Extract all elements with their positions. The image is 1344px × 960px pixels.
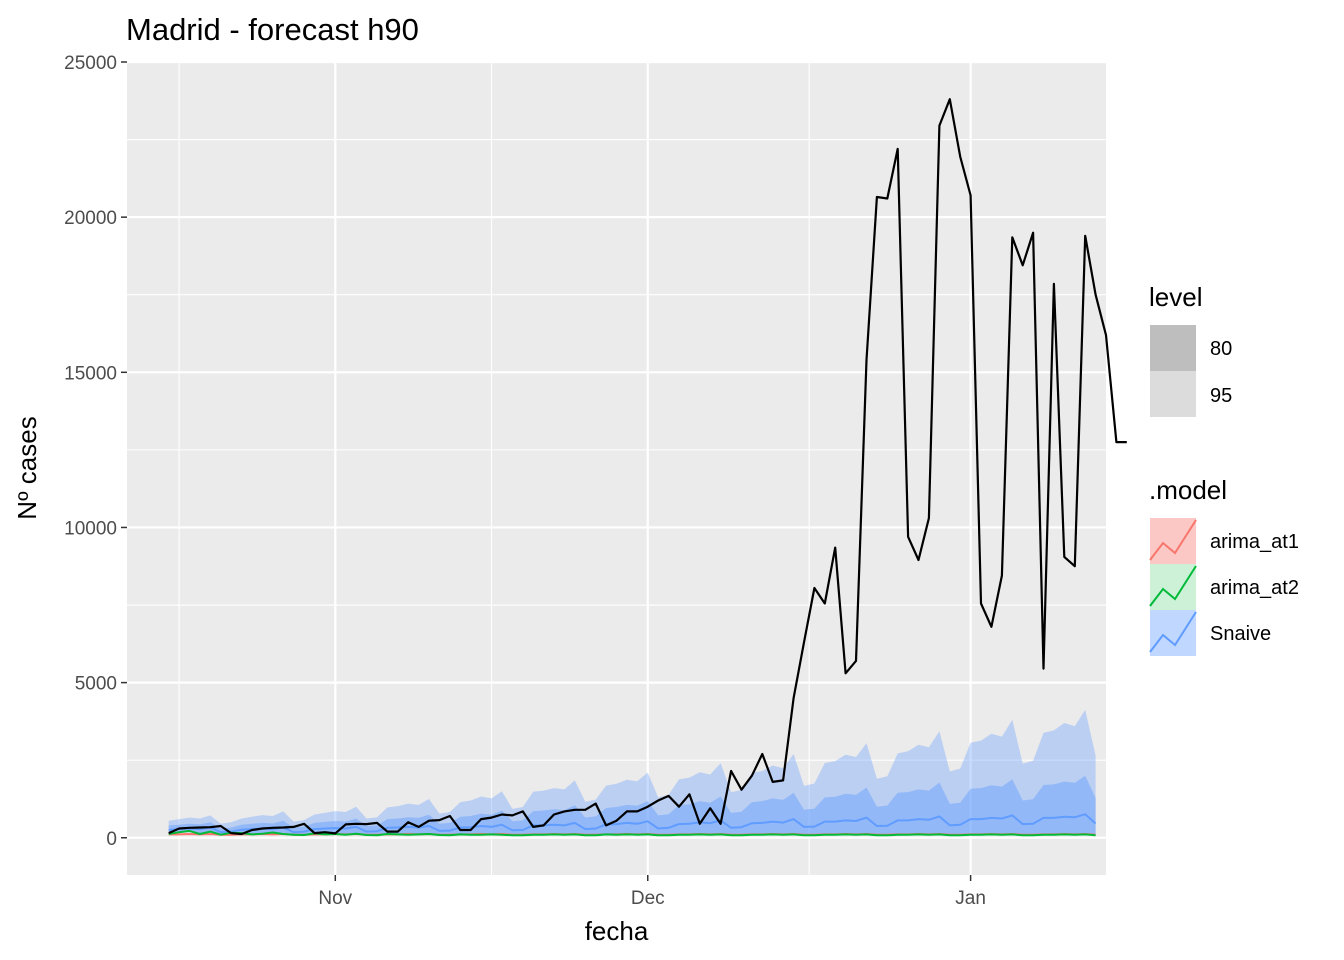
x-tick-label: Jan <box>955 888 986 909</box>
legend-line-arima-at2 <box>1149 565 1197 607</box>
legend-label-snaive: Snaive <box>1210 623 1271 645</box>
x-tick-label: Nov <box>318 888 352 909</box>
legend-key-snaive <box>1149 610 1197 656</box>
y-axis-title: Nº cases <box>12 416 42 519</box>
model-forecast-lines <box>168 813 1097 837</box>
legend-label-80: 80 <box>1210 338 1232 360</box>
legend-swatch-95 <box>1150 371 1196 417</box>
actual-line <box>168 98 1127 836</box>
legend-level: level 80 95 <box>1149 282 1232 417</box>
line-Snaive <box>168 813 1097 834</box>
legend-label-95: 95 <box>1210 385 1232 407</box>
chart-title: Madrid - forecast h90 <box>126 12 419 47</box>
legend-swatch-arima-at1 <box>1150 518 1196 564</box>
y-tick-label: 20000 <box>64 208 117 229</box>
minor-gridlines <box>127 62 1133 875</box>
major-gridlines <box>127 60 1106 875</box>
legend-model-title: .model <box>1149 475 1227 505</box>
snaive-band-80 <box>168 775 1096 836</box>
legend-line-snaive <box>1149 611 1197 653</box>
legend-swatch-arima-at2 <box>1150 564 1196 610</box>
x-tick-label: Dec <box>631 888 665 909</box>
y-tick-label: 0 <box>106 829 117 850</box>
prediction-bands <box>168 709 1096 836</box>
legend-swatch-80 <box>1150 325 1196 371</box>
legend-level-title: level <box>1149 282 1202 312</box>
legend-key-arima-at2 <box>1149 564 1197 610</box>
line-arima-at2 <box>168 829 1096 837</box>
actual-series <box>168 98 1127 836</box>
y-tick-label: 25000 <box>64 53 117 74</box>
plot-panel <box>127 62 1106 875</box>
y-tick-label: 15000 <box>64 363 117 384</box>
legend-label-arima-at2: arima_at2 <box>1210 577 1299 599</box>
legend-model: .model arima_at1 arima_at2 Snaive <box>1149 475 1299 656</box>
x-axis-title: fecha <box>585 916 649 946</box>
legend-line-arima-at1 <box>1149 519 1197 561</box>
y-axis: 0 5000 10000 15000 20000 25000 <box>64 53 127 850</box>
legend-swatch-snaive <box>1150 610 1196 656</box>
snaive-band-95 <box>168 709 1096 836</box>
y-tick-label: 5000 <box>75 674 117 695</box>
legend-label-arima-at1: arima_at1 <box>1210 531 1299 553</box>
x-axis: Nov Dec Jan <box>318 875 986 909</box>
y-tick-label: 10000 <box>64 518 117 539</box>
legend-key-arima-at1 <box>1149 518 1197 564</box>
